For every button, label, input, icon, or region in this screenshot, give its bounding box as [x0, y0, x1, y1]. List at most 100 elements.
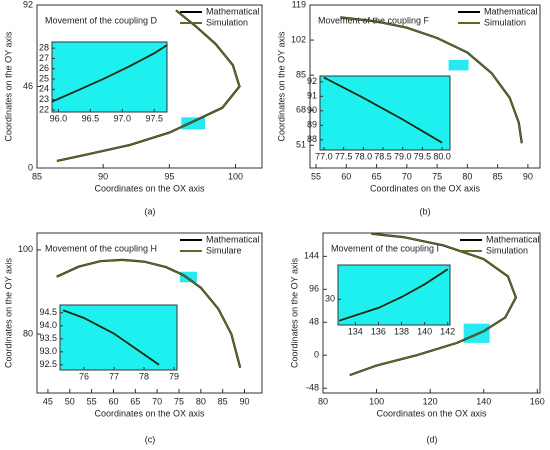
x-tick-label: 80	[318, 396, 328, 406]
panel-label: (d)	[427, 434, 438, 444]
data-line	[56, 9, 241, 162]
x-tick-label: 90	[523, 171, 533, 181]
plot-frame	[309, 4, 541, 169]
inset-x-tick-label: 79	[169, 371, 179, 381]
x-tick-label: 70	[152, 396, 162, 406]
inset-x-tick-label: 77.5	[335, 151, 353, 161]
x-tick-label: 80	[462, 171, 472, 181]
inset-y-tick-label: 93.5	[39, 333, 57, 343]
plot-frame	[36, 232, 263, 394]
inset-y-tick-label: 92	[307, 76, 317, 86]
inset-region	[181, 117, 206, 130]
legend-label: Simulation	[484, 17, 526, 27]
inset-y-tick-label: 27	[39, 53, 49, 63]
inset-x-tick-label: 78	[139, 371, 149, 381]
inset-y-tick-label: 88	[307, 134, 317, 144]
y-tick-label: 80	[23, 328, 33, 338]
inset-x-tick-label: 78.0	[355, 151, 373, 161]
y-axis-label: Coordinates on the OY axis	[3, 31, 13, 141]
y-tick-label: 100	[18, 244, 33, 254]
x-axis-label: Coordinates on the OX axis	[370, 183, 481, 193]
legend-label: Simulare	[206, 245, 242, 255]
inset-x-tick-label: 77	[109, 371, 119, 381]
y-tick-label: 46	[23, 81, 33, 91]
inset-x-tick-label: 97.5	[145, 113, 163, 123]
y-axis-label: Coordinates on the OY axis	[289, 258, 299, 368]
inset-x-tick-label: 79.5	[414, 151, 432, 161]
y-tick-label: -48	[306, 383, 319, 393]
x-tick-label: 120	[423, 396, 438, 406]
y-tick-label: 92	[23, 0, 33, 9]
inset-x-tick-label: 140	[417, 326, 432, 336]
chart-title: Movement of the coupling I	[331, 243, 439, 253]
y-tick-label: 119	[292, 0, 306, 9]
inset-y-tick-label: 26	[39, 63, 49, 73]
inset-y-tick-label: 94.5	[39, 307, 57, 317]
x-tick-label: 45	[43, 396, 53, 406]
x-tick-label: 65	[372, 171, 382, 181]
y-tick-label: 0	[28, 162, 33, 172]
inset-x-tick-label: 96.0	[50, 113, 68, 123]
legend-label: Simulation	[206, 17, 248, 27]
plot-frame	[322, 232, 541, 394]
y-tick-label: 85	[296, 70, 306, 80]
inset-x-tick-label: 77.0	[315, 151, 333, 161]
x-tick-label: 90	[240, 396, 250, 406]
data-line	[340, 16, 523, 144]
inset-x-tick-label: 142	[440, 326, 455, 336]
x-tick-label: 100	[228, 171, 243, 181]
x-axis-label: Coordinates on the OX axis	[94, 408, 205, 418]
legend-label: Mathematical	[206, 234, 260, 244]
x-tick-label: 80	[196, 396, 206, 406]
x-tick-label: 75	[174, 396, 184, 406]
x-tick-label: 85	[493, 171, 503, 181]
y-tick-label: 48	[309, 317, 319, 327]
y-axis-label: Coordinates on the OY axis	[276, 31, 286, 141]
inset-y-tick-label: 94.0	[39, 320, 57, 330]
x-tick-label: 65	[130, 396, 140, 406]
inset-x-tick-label: 96.5	[82, 113, 100, 123]
x-tick-label: 85	[218, 396, 228, 406]
legend-label: Mathematical	[484, 6, 538, 16]
inset-x-tick-label: 134	[348, 326, 363, 336]
x-axis-label: Coordinates on the OX axis	[94, 183, 205, 193]
panel-label: (b)	[420, 206, 431, 216]
legend-label: Mathematical	[486, 234, 540, 244]
inset-y-tick-label: 22	[39, 104, 49, 114]
inset-x-tick-label: 136	[371, 326, 386, 336]
x-tick-label: 55	[87, 396, 97, 406]
y-axis-label: Coordinates on the OY axis	[3, 258, 13, 368]
y-tick-label: 0	[314, 350, 319, 360]
chart-title: Movement of the coupling D	[45, 15, 158, 25]
inset-x-tick-label: 80.0	[433, 151, 451, 161]
x-tick-label: 160	[530, 396, 545, 406]
legend-label: Mathematical	[206, 6, 260, 16]
x-tick-label: 90	[98, 171, 108, 181]
inset-line	[323, 76, 443, 144]
inset-y-tick-label: 23	[39, 94, 49, 104]
inset-x-tick-label: 79.0	[394, 151, 412, 161]
x-tick-label: 55	[311, 171, 321, 181]
y-tick-label: 144	[304, 251, 319, 261]
legend-label: Simulation	[486, 245, 528, 255]
inset-y-tick-label: 92.5	[39, 359, 57, 369]
inset-y-tick-label: 93.0	[39, 346, 57, 356]
inset-y-tick-label: 89	[307, 120, 317, 130]
inset-y-tick-label: 91	[307, 91, 317, 101]
y-tick-label: 102	[291, 34, 306, 44]
panel-label: (c)	[145, 434, 156, 444]
inset-x-tick-label: 78.5	[374, 151, 392, 161]
inset-y-tick-label: 28	[39, 43, 49, 53]
x-tick-label: 70	[402, 171, 412, 181]
inset-line	[62, 309, 160, 366]
inset-region	[448, 59, 469, 71]
inset-frame	[319, 75, 451, 151]
inset-region	[179, 271, 197, 283]
y-tick-label: 96	[309, 284, 319, 294]
data-line	[349, 232, 517, 376]
x-tick-label: 75	[432, 171, 442, 181]
data-line	[56, 259, 241, 368]
x-tick-label: 140	[476, 396, 491, 406]
inset-line	[338, 268, 449, 322]
